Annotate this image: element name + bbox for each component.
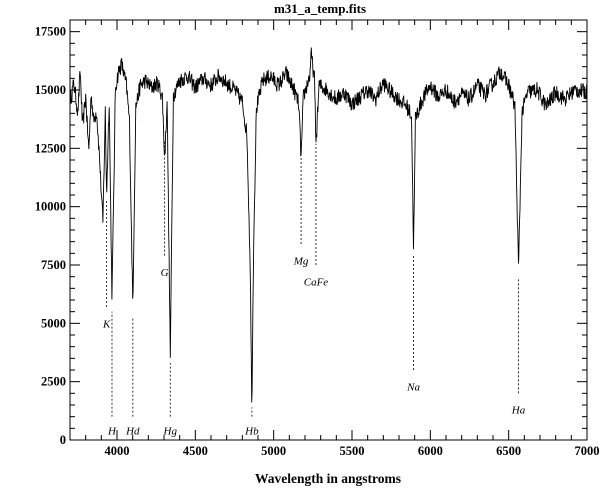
y-tick-label: 2500 bbox=[41, 375, 66, 389]
spectrum-line bbox=[69, 47, 588, 403]
line-label: CaFe bbox=[304, 276, 329, 288]
y-axis: 0 2500 5000 7500 10000 12500 15000 17500 bbox=[35, 19, 587, 447]
y-tick-label: 0 bbox=[60, 433, 66, 447]
y-tick-label: 7500 bbox=[41, 258, 66, 272]
line-label: Ha bbox=[511, 405, 526, 417]
line-label: G bbox=[161, 267, 169, 279]
x-axis: 4000 4500 5000 5500 6000 6500 7000 bbox=[69, 20, 600, 458]
y-tick-label: 12500 bbox=[35, 141, 66, 155]
x-tick-label: 5500 bbox=[340, 444, 365, 458]
plot-area bbox=[69, 47, 588, 403]
y-tick-label: 5000 bbox=[41, 316, 66, 330]
x-tick-label: 6500 bbox=[496, 444, 521, 458]
y-tick-label: 10000 bbox=[35, 200, 66, 214]
line-label: Hg bbox=[163, 426, 178, 438]
line-label: Na bbox=[406, 381, 420, 393]
line-annotations: K H Hd G Hg Hb Mg CaFe Na Ha bbox=[102, 141, 526, 438]
y-tick-label: 15000 bbox=[35, 83, 66, 97]
y-tick-label: 17500 bbox=[35, 25, 66, 39]
x-tick-label: 7000 bbox=[575, 444, 600, 458]
line-label: Hb bbox=[244, 426, 259, 438]
x-axis-label: Wavelength in angstroms bbox=[255, 471, 401, 486]
line-label: Hd bbox=[125, 426, 140, 438]
chart-title: m31_a_temp.fits bbox=[274, 1, 366, 16]
line-label: Mg bbox=[293, 255, 309, 267]
x-tick-label: 4500 bbox=[183, 444, 208, 458]
x-tick-label: 6000 bbox=[418, 444, 443, 458]
x-tick-label: 5000 bbox=[261, 444, 286, 458]
x-tick-label: 4000 bbox=[105, 444, 130, 458]
line-label: K bbox=[102, 318, 111, 330]
line-label: H bbox=[107, 426, 117, 438]
